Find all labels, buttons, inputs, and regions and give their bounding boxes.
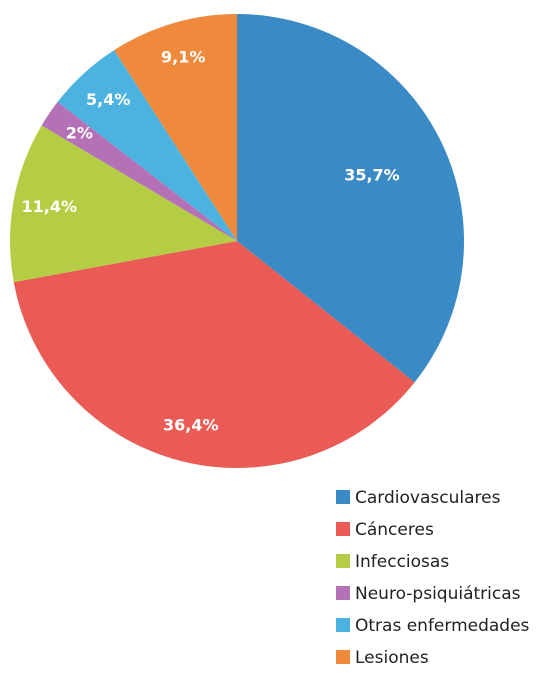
pie-slice [13, 241, 415, 468]
pie-slice [41, 101, 238, 241]
value-label: 36,4% [163, 415, 219, 434]
pie-slice [237, 14, 464, 383]
value-label: 2% [66, 123, 93, 142]
value-label: 11,4% [22, 197, 78, 216]
value-label: 35,7% [344, 165, 400, 184]
legend-swatch [336, 522, 350, 536]
legend-swatch [336, 618, 350, 632]
pie-slice [9, 125, 237, 283]
pie-slice [114, 14, 237, 241]
legend-swatch [336, 650, 350, 664]
pie-slice [57, 50, 237, 242]
value-label: 5,4% [86, 90, 130, 109]
legend-label: Infecciosas [355, 552, 449, 572]
legend-label: Lesiones [355, 648, 429, 668]
legend-label: Otras enfermedades [355, 616, 530, 636]
legend-swatch [336, 490, 350, 504]
value-label: 9,1% [161, 48, 205, 67]
legend-swatch [336, 586, 350, 600]
legend-label: Neuro-psiquiátricas [355, 584, 521, 604]
legend-swatch [336, 554, 350, 568]
legend-label: Cardiovasculares [355, 488, 501, 508]
legend-label: Cánceres [355, 520, 434, 540]
